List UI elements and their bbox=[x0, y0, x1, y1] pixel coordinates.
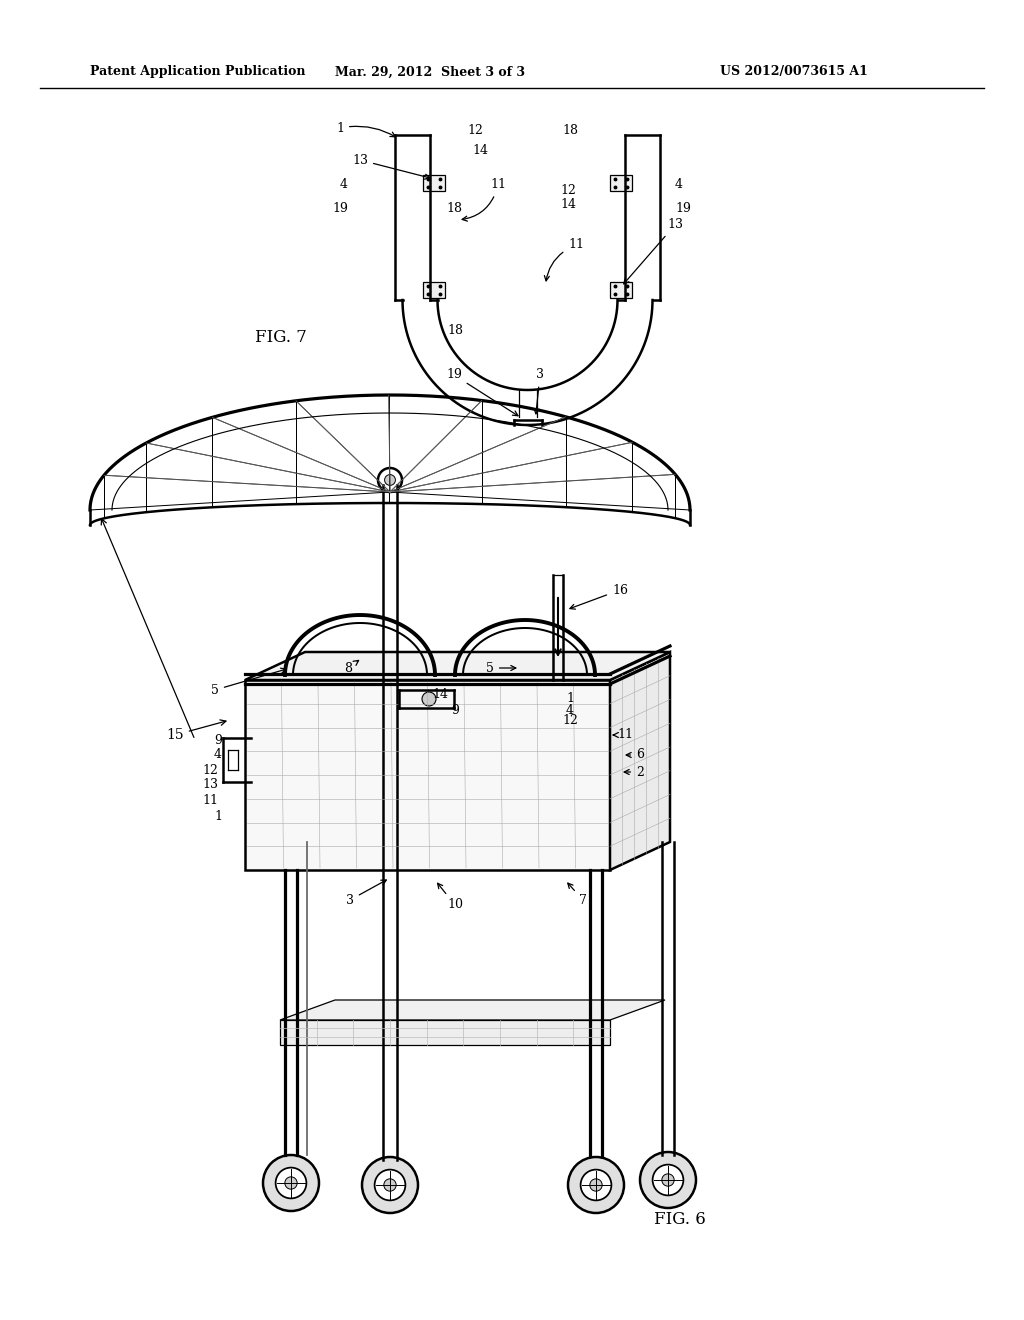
Text: 13: 13 bbox=[624, 219, 683, 284]
Text: 1: 1 bbox=[214, 809, 222, 822]
Text: 8: 8 bbox=[344, 660, 358, 675]
Text: 15: 15 bbox=[166, 719, 226, 742]
Circle shape bbox=[375, 1170, 406, 1200]
Text: 14: 14 bbox=[432, 689, 449, 701]
Circle shape bbox=[640, 1152, 696, 1208]
Text: 11: 11 bbox=[545, 239, 584, 281]
Text: 14: 14 bbox=[560, 198, 575, 211]
Text: 3: 3 bbox=[534, 368, 544, 414]
Text: 4: 4 bbox=[566, 704, 574, 717]
Polygon shape bbox=[245, 652, 670, 680]
Text: 6: 6 bbox=[627, 748, 644, 762]
Text: 12: 12 bbox=[560, 183, 575, 197]
Text: 3: 3 bbox=[346, 880, 386, 907]
Polygon shape bbox=[610, 652, 670, 870]
Text: 11: 11 bbox=[462, 178, 506, 222]
Text: 11: 11 bbox=[613, 729, 633, 742]
Text: 18: 18 bbox=[447, 323, 463, 337]
Circle shape bbox=[581, 1170, 611, 1200]
Text: 19: 19 bbox=[446, 368, 518, 416]
Text: 4: 4 bbox=[214, 748, 222, 762]
Polygon shape bbox=[245, 680, 610, 870]
Polygon shape bbox=[280, 1001, 665, 1020]
Text: 12: 12 bbox=[467, 124, 483, 136]
Text: 2: 2 bbox=[625, 766, 644, 779]
Text: 12: 12 bbox=[202, 763, 218, 776]
Text: 16: 16 bbox=[570, 583, 628, 609]
Circle shape bbox=[590, 1179, 602, 1191]
Circle shape bbox=[652, 1164, 683, 1196]
Polygon shape bbox=[280, 1020, 610, 1045]
Text: 5: 5 bbox=[486, 661, 516, 675]
Bar bbox=[610, 176, 632, 191]
Circle shape bbox=[385, 475, 395, 486]
Circle shape bbox=[378, 469, 402, 492]
Text: 7: 7 bbox=[567, 883, 587, 907]
Text: 1: 1 bbox=[336, 121, 395, 137]
Text: 13: 13 bbox=[202, 779, 218, 792]
Bar bbox=[423, 282, 445, 298]
Text: FIG. 7: FIG. 7 bbox=[255, 330, 307, 346]
Text: 18: 18 bbox=[446, 202, 462, 214]
Text: 18: 18 bbox=[562, 124, 578, 136]
Text: 14: 14 bbox=[472, 144, 488, 157]
Text: 10: 10 bbox=[437, 883, 463, 912]
Text: 12: 12 bbox=[562, 714, 578, 726]
Text: FIG. 6: FIG. 6 bbox=[654, 1212, 706, 1229]
Circle shape bbox=[285, 1177, 297, 1189]
Text: 5: 5 bbox=[211, 668, 286, 697]
Circle shape bbox=[362, 1158, 418, 1213]
Text: US 2012/0073615 A1: US 2012/0073615 A1 bbox=[720, 66, 868, 78]
Bar bbox=[610, 282, 632, 298]
Text: 4: 4 bbox=[340, 178, 348, 191]
Text: 13: 13 bbox=[352, 153, 430, 180]
Circle shape bbox=[422, 692, 436, 706]
Text: 9: 9 bbox=[214, 734, 222, 747]
Text: 19: 19 bbox=[332, 202, 348, 214]
Text: 1: 1 bbox=[566, 692, 574, 705]
Text: Patent Application Publication: Patent Application Publication bbox=[90, 66, 305, 78]
Text: 9: 9 bbox=[451, 704, 459, 717]
Circle shape bbox=[263, 1155, 319, 1210]
Text: 4: 4 bbox=[675, 178, 683, 191]
Circle shape bbox=[384, 1179, 396, 1191]
Text: Mar. 29, 2012  Sheet 3 of 3: Mar. 29, 2012 Sheet 3 of 3 bbox=[335, 66, 525, 78]
Circle shape bbox=[568, 1158, 624, 1213]
Circle shape bbox=[662, 1173, 674, 1187]
Circle shape bbox=[275, 1168, 306, 1199]
Bar bbox=[423, 176, 445, 191]
Text: 19: 19 bbox=[675, 202, 691, 214]
Text: 11: 11 bbox=[202, 793, 218, 807]
